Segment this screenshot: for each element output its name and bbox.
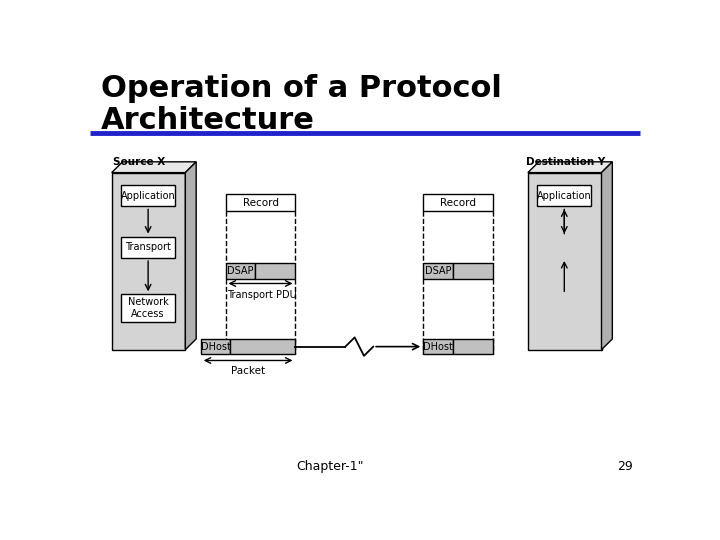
Text: Transport: Transport (125, 242, 171, 252)
Text: Record: Record (243, 198, 279, 207)
Text: Operation of a Protocol
Architecture: Operation of a Protocol Architecture (101, 74, 502, 136)
Bar (255, 264, 295, 279)
Text: Destination Y: Destination Y (526, 157, 606, 167)
Bar (528, 173, 601, 350)
Text: DHost: DHost (423, 342, 453, 352)
Text: Record: Record (440, 198, 476, 207)
Text: DSAP: DSAP (227, 266, 253, 276)
Bar (225, 264, 255, 279)
Bar (201, 339, 230, 354)
Bar (423, 264, 453, 279)
Text: Application: Application (537, 191, 592, 201)
Bar (121, 237, 175, 258)
Text: DHost: DHost (201, 342, 230, 352)
Bar (453, 264, 493, 279)
Bar (121, 185, 175, 206)
Bar (423, 339, 453, 354)
Bar (230, 339, 295, 354)
Bar (225, 194, 295, 211)
Bar (537, 185, 591, 206)
Text: Network
Access: Network Access (127, 298, 168, 319)
Text: DSAP: DSAP (425, 266, 451, 276)
Polygon shape (185, 162, 196, 350)
Text: Transport PDU: Transport PDU (228, 289, 297, 300)
Bar (121, 294, 175, 322)
Text: Packet: Packet (231, 366, 265, 376)
Bar (112, 173, 185, 350)
Text: 29: 29 (617, 460, 632, 473)
Polygon shape (601, 162, 612, 350)
Text: Chapter-1": Chapter-1" (297, 460, 364, 473)
Text: Application: Application (121, 191, 176, 201)
Bar (453, 339, 493, 354)
Polygon shape (528, 162, 612, 173)
Polygon shape (112, 162, 196, 173)
Bar (423, 194, 493, 211)
Text: Source X: Source X (113, 157, 166, 167)
